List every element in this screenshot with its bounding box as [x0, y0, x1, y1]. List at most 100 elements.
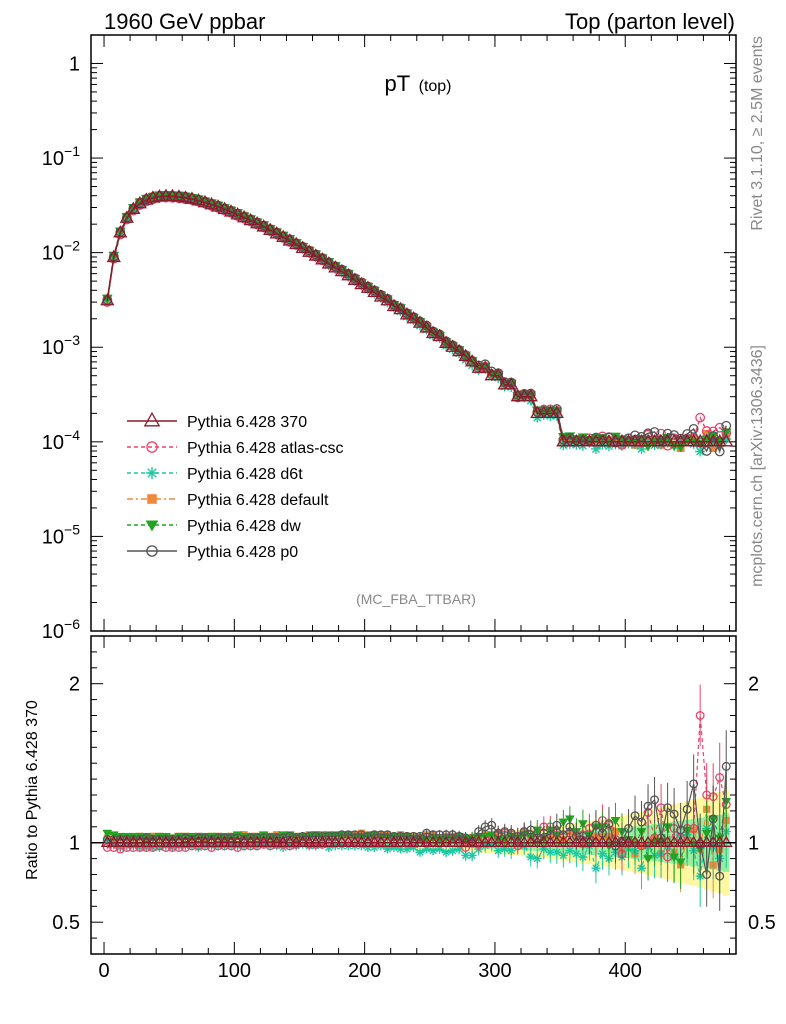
ratio-point-370	[133, 835, 147, 847]
x-tick-label: 400	[609, 960, 642, 982]
main-point-370	[100, 292, 115, 306]
ratio-point-370	[641, 835, 655, 847]
ratio-point-p0	[409, 831, 418, 841]
ratio-point-370	[608, 835, 622, 847]
ratio-point-370	[459, 835, 473, 847]
main-point-p0	[708, 431, 719, 441]
main-point-d6t	[636, 443, 647, 454]
main-point-370	[334, 263, 349, 277]
ratio-y-tick-label-right: 1	[748, 833, 759, 855]
ratio-point-370	[191, 835, 206, 847]
ratio-point-370	[517, 835, 531, 847]
ratio-point-p0	[552, 820, 562, 830]
ratio-point-370	[315, 835, 329, 847]
ratio-point-p0	[402, 831, 412, 841]
main-point-atlas	[695, 412, 706, 423]
ratio-point-p0	[454, 831, 464, 841]
ratio-point-370	[556, 835, 570, 847]
main-point-p0	[688, 423, 699, 434]
main-point-default	[709, 444, 718, 453]
ratio-y-axis-label: Ratio to Pythia 6.428 370	[24, 700, 41, 880]
main-point-d6t	[610, 439, 621, 450]
analysis-watermark: (MC_FBA_TTBAR)	[356, 591, 476, 607]
main-point-370	[380, 292, 395, 306]
ratio-point-atlas	[180, 842, 190, 852]
ratio-point-p0	[500, 827, 510, 837]
ratio-point-p0	[637, 817, 647, 827]
ratio-point-370	[635, 835, 649, 847]
ratio-point-atlas	[115, 844, 125, 854]
ratio-point-p0	[369, 830, 379, 840]
main-point-p0	[630, 430, 640, 441]
ratio-point-370	[648, 835, 662, 847]
ratio-point-d6t	[389, 842, 399, 852]
ratio-point-d6t	[500, 844, 510, 854]
ratio-point-p0	[441, 830, 451, 840]
ratio-point-d6t	[428, 846, 438, 856]
ratio-point-d6t	[493, 846, 503, 856]
main-point-d6t	[590, 443, 601, 454]
ratio-point-p0	[317, 831, 327, 841]
ratio-point-p0	[304, 831, 314, 841]
ratio-point-atlas	[715, 773, 725, 782]
ratio-point-d6t	[415, 847, 425, 857]
ratio-point-p0	[448, 830, 458, 840]
main-point-370	[354, 276, 369, 290]
ratio-point-p0	[180, 833, 190, 843]
ratio-point-d6t	[597, 849, 607, 859]
ratio-point-p0	[141, 833, 151, 843]
main-point-370	[295, 240, 310, 254]
main-y-tick-exponent: −3	[64, 332, 80, 348]
ratio-point-370	[654, 835, 668, 847]
ratio-point-d6t	[637, 863, 647, 873]
ratio-point-p0	[715, 871, 725, 881]
main-point-370	[256, 219, 271, 232]
ratio-point-atlas	[695, 711, 705, 720]
main-point-d6t	[675, 434, 686, 445]
ratio-point-370	[439, 835, 453, 847]
main-point-370	[386, 298, 402, 312]
ratio-y-ticks: 2 2 1 1 0.5 0.5	[52, 651, 776, 939]
ratio-point-d6t	[526, 852, 536, 862]
ratio-point-370	[211, 835, 225, 847]
ratio-point-d6t	[558, 850, 568, 860]
ratio-point-370	[309, 835, 323, 847]
ratio-point-370	[178, 835, 192, 847]
ratio-point-370	[472, 835, 486, 847]
ratio-point-370	[595, 835, 609, 847]
ratio-point-p0	[246, 833, 256, 843]
ratio-point-370	[491, 835, 505, 847]
main-point-370	[223, 204, 239, 217]
ratio-point-d6t	[454, 844, 464, 854]
ratio-point-370	[543, 835, 557, 847]
main-point-370	[106, 249, 121, 263]
ratio-point-370	[420, 835, 434, 847]
ratio-point-370	[706, 835, 720, 847]
main-point-370	[719, 434, 734, 447]
main-point-370	[263, 222, 278, 236]
ratio-x-ticks: 0 100 200 300 400	[98, 636, 730, 982]
ratio-point-370	[589, 835, 603, 847]
ratio-point-atlas	[141, 842, 151, 852]
ratio-point-370	[341, 835, 355, 847]
main-y-tick-label: 10−2	[42, 238, 80, 265]
ratio-point-p0	[604, 819, 614, 829]
ratio-point-370	[504, 835, 518, 847]
ratio-point-370	[582, 835, 596, 847]
main-y-tick-base: 10	[42, 621, 64, 643]
ratio-point-370	[302, 835, 316, 847]
main-point-370	[321, 256, 336, 269]
x-tick-label: 0	[98, 960, 109, 982]
ratio-point-370	[218, 835, 232, 847]
ratio-point-370	[400, 835, 414, 847]
ratio-point-p0	[689, 779, 699, 789]
main-panel: 110−110−210−310−410−510−6 pT (top) (MC_F…	[42, 34, 737, 643]
ratio-point-370	[374, 835, 388, 847]
plot-title: pT (top)	[384, 71, 451, 96]
ratio-point-370	[465, 835, 479, 847]
main-point-370	[315, 252, 330, 265]
ratio-point-370	[687, 835, 701, 847]
ratio-point-p0	[330, 831, 340, 841]
main-y-tick-exponent: −5	[64, 521, 80, 537]
